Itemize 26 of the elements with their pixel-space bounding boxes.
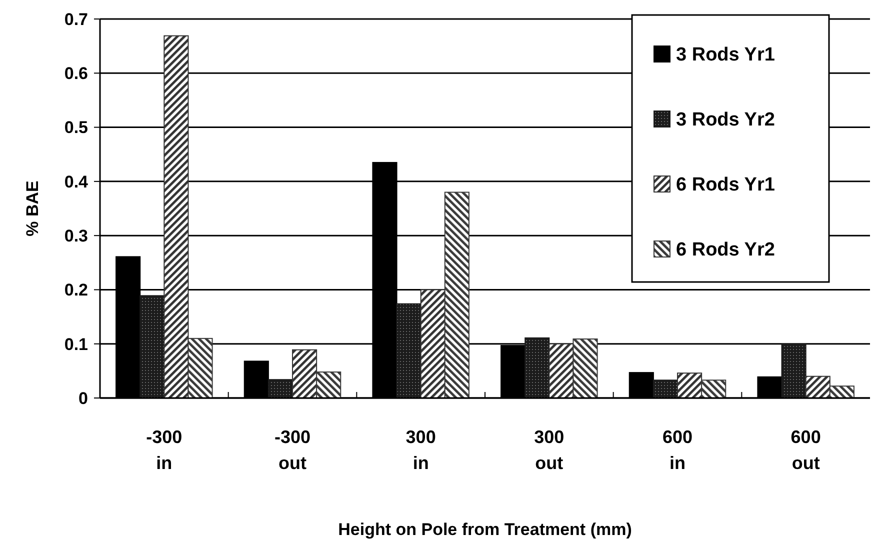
bar — [524, 337, 550, 398]
x-tick-label: 600 out — [790, 427, 821, 473]
bar — [396, 303, 422, 398]
bar — [781, 343, 806, 398]
x-tick-label: 300 out — [534, 427, 564, 473]
y-tick-label: 0.2 — [64, 280, 88, 300]
y-tick-label: 0.7 — [64, 10, 88, 29]
x-tick-label: 300 in — [406, 427, 436, 473]
bar — [652, 380, 678, 398]
x-tick-label: 600 in — [662, 427, 693, 473]
y-tick-label: 0.3 — [64, 226, 88, 246]
y-axis-title: % BAE — [23, 180, 42, 236]
bar — [140, 295, 165, 398]
x-axis-title: Height on Pole from Treatment (mm) — [338, 520, 632, 539]
y-tick-label: 0.4 — [64, 172, 89, 192]
x-tick-label: -300 in — [146, 427, 182, 473]
y-tick-label: 0.6 — [64, 64, 88, 84]
bar — [268, 379, 293, 398]
y-tick-label: 0.5 — [64, 118, 88, 138]
legend-label: 3 Rods Yr2 — [676, 110, 775, 131]
y-tick-label: 0 — [78, 388, 88, 408]
legend-label: 6 Rods Yr1 — [676, 174, 776, 196]
legend-label: 3 Rods Yr1 — [676, 44, 776, 66]
x-tick-label: -300 out — [274, 427, 311, 473]
legend-label: 6 Rods Yr2 — [676, 240, 775, 261]
y-tick-label: 0.1 — [64, 334, 88, 354]
